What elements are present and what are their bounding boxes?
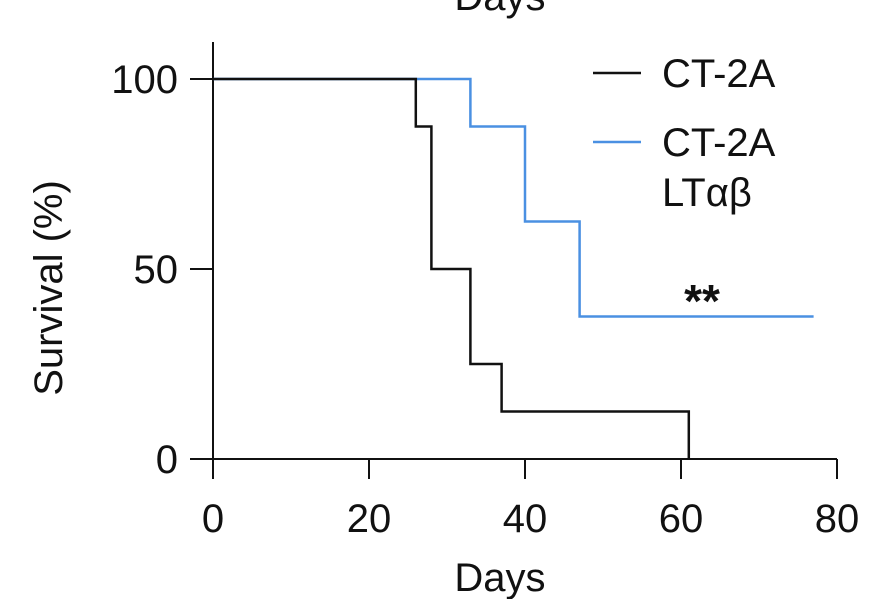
series-line-1 <box>213 77 814 318</box>
x-tick-label: 40 <box>503 497 548 541</box>
x-axis-title: Days <box>454 556 545 599</box>
x-tick-label: 60 <box>659 497 704 541</box>
legend-label-1: CT-2A <box>662 121 776 165</box>
series-line-0 <box>213 77 691 459</box>
legend-label-1: LTαβ <box>662 171 752 215</box>
x-tick-label: 80 <box>815 497 860 541</box>
x-tick-label: 20 <box>347 497 392 541</box>
top-clipped-label: Days <box>454 0 545 19</box>
y-tick-label: 0 <box>156 438 178 482</box>
axes: 0 50 100 0 20 40 60 80 <box>111 42 859 541</box>
y-axis-title: Survival (%) <box>27 180 71 396</box>
significance-annotation: ** <box>684 275 720 327</box>
x-tick-label: 0 <box>202 497 224 541</box>
legend-label-0: CT-2A <box>662 52 776 96</box>
series-layer <box>213 77 814 459</box>
legend: CT-2A CT-2A LTαβ <box>593 52 776 215</box>
y-tick-label: 50 <box>134 248 179 292</box>
y-tick-label: 100 <box>111 58 178 102</box>
